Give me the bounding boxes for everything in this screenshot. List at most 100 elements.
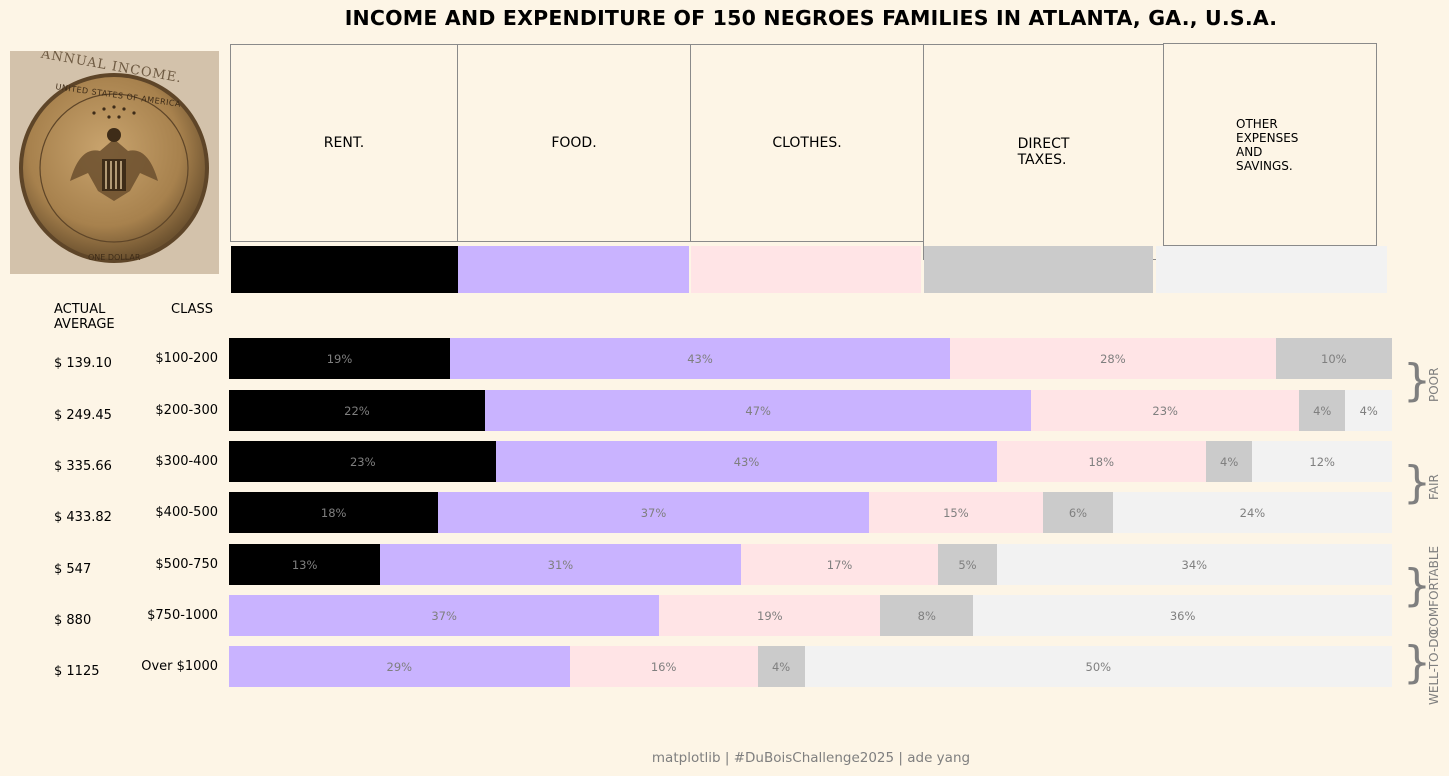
bar-segment-other: 50% xyxy=(804,646,1392,687)
bar-segment-clothes: 19% xyxy=(659,595,881,636)
bar-value-label: 47% xyxy=(745,403,771,418)
bar-segment-taxes: 5% xyxy=(938,544,997,585)
coin-bottom-text: ONE DOLLAR xyxy=(88,253,141,262)
group-brace: } xyxy=(1403,354,1431,406)
bar-value-label: 5% xyxy=(958,557,977,572)
average-income-label: $ 335.66 xyxy=(54,459,112,474)
bar-value-label: 22% xyxy=(344,403,370,418)
bar-segment-other: 4% xyxy=(1345,390,1392,431)
average-income-label: $ 1125 xyxy=(54,664,100,679)
average-income-label: $ 139.10 xyxy=(54,356,112,371)
bar-segment-other: 24% xyxy=(1112,492,1392,533)
bar-segment-food: 37% xyxy=(229,595,660,636)
legend-swatch-clothes xyxy=(691,246,921,293)
bar-value-label: 17% xyxy=(826,557,853,572)
class-label: $100-200 xyxy=(155,351,218,366)
bar-value-label: 23% xyxy=(349,454,376,469)
bar-value-label: 23% xyxy=(1152,403,1178,418)
bar-value-label: 6% xyxy=(1068,505,1088,520)
bar-value-label: 43% xyxy=(687,351,713,366)
bar-value-label: 28% xyxy=(1100,351,1126,366)
class-label: $200-300 xyxy=(155,403,218,418)
bar-value-label: 4% xyxy=(1313,403,1332,418)
class-label: $400-500 xyxy=(155,505,218,520)
bar-value-label: 4% xyxy=(1220,454,1239,469)
bar-segment-food: 47% xyxy=(484,390,1032,431)
average-income-label: $ 249.45 xyxy=(54,408,112,423)
legend-swatch-food xyxy=(458,246,689,293)
group-label: COMFORTABLE xyxy=(1427,545,1441,635)
bar-segment-rent: 13% xyxy=(229,544,381,585)
header-box-food: FOOD. xyxy=(457,44,691,242)
bar-segment-clothes: 16% xyxy=(569,646,758,687)
header-box-clothes: CLOTHES. xyxy=(690,44,924,242)
class-label: $750-1000 xyxy=(147,608,218,623)
bar-value-label: 50% xyxy=(1085,659,1112,674)
legend-swatch-other xyxy=(1156,246,1387,293)
bar-segment-rent: 22% xyxy=(229,390,485,431)
bar-segment-other: 34% xyxy=(996,544,1392,585)
bar-segment-food: 37% xyxy=(438,492,869,533)
bar-segment-rent: 23% xyxy=(229,441,497,482)
bar-segment-clothes: 15% xyxy=(868,492,1044,533)
bar-segment-clothes: 17% xyxy=(740,544,939,585)
bar-segment-taxes: 4% xyxy=(757,646,805,687)
bar-value-label: 16% xyxy=(650,659,677,674)
group-label: POOR xyxy=(1427,367,1441,402)
bar-segment-taxes: 4% xyxy=(1298,390,1346,431)
bar-segment-taxes: 10% xyxy=(1275,338,1392,379)
bar-value-label: 18% xyxy=(1088,454,1115,469)
average-income-label: $ 433.82 xyxy=(54,510,112,525)
bar-value-label: 29% xyxy=(386,659,413,674)
header-label-clothes: CLOTHES. xyxy=(772,135,842,151)
bar-segment-taxes: 4% xyxy=(1205,441,1253,482)
bar-segment-food: 31% xyxy=(380,544,741,585)
bar-segment-clothes: 18% xyxy=(996,441,1206,482)
bar-value-label: 15% xyxy=(943,505,969,520)
bar-segment-food: 43% xyxy=(496,441,997,482)
header-label-other: OTHER EXPENSES AND SAVINGS. xyxy=(1236,116,1299,173)
class-header: CLASS xyxy=(171,302,214,317)
bar-segment-clothes: 28% xyxy=(950,338,1276,379)
bar-value-label: 31% xyxy=(547,557,574,572)
average-income-label: $ 880 xyxy=(54,613,92,628)
bar-segment-taxes: 8% xyxy=(880,595,974,636)
header-label-food: FOOD. xyxy=(551,135,597,151)
dollar-coin-eagle-icon xyxy=(10,51,219,274)
dollar-coin-image: ANNUAL INCOME. UNITED STATES OF AMERICA … xyxy=(10,51,219,274)
legend-swatch-rent xyxy=(231,246,458,293)
bar-value-label: 4% xyxy=(771,659,791,674)
bar-segment-other: 36% xyxy=(973,595,1392,636)
header-box-other: OTHER EXPENSES AND SAVINGS. xyxy=(1163,43,1377,246)
chart-title: INCOME AND EXPENDITURE OF 150 NEGROES FA… xyxy=(344,6,1278,30)
bar-value-label: 43% xyxy=(733,454,760,469)
bar-value-label: 12% xyxy=(1309,454,1335,469)
header-box-rent: RENT. xyxy=(230,44,458,242)
bar-value-label: 37% xyxy=(431,608,457,623)
bar-segment-clothes: 23% xyxy=(1031,390,1299,431)
group-brace: } xyxy=(1403,560,1431,611)
bar-value-label: 4% xyxy=(1359,403,1378,418)
bar-value-label: 10% xyxy=(1321,351,1347,366)
bar-value-label: 37% xyxy=(640,505,667,520)
bar-segment-taxes: 6% xyxy=(1043,492,1113,533)
group-label: WELL-TO-DO xyxy=(1427,628,1441,705)
bar-segment-food: 43% xyxy=(449,338,951,379)
bar-segment-other: 12% xyxy=(1252,441,1392,482)
bar-value-label: 18% xyxy=(320,505,347,520)
bar-value-label: 19% xyxy=(326,351,353,366)
bar-value-label: 34% xyxy=(1181,557,1208,572)
class-label: Over $1000 xyxy=(141,659,218,674)
credit-footer: matplotlib | #DuBoisChallenge2025 | ade … xyxy=(651,750,971,766)
header-label-taxes: DIRECT TAXES. xyxy=(1017,136,1070,168)
group-brace: } xyxy=(1403,457,1431,508)
bar-segment-rent: 18% xyxy=(229,492,439,533)
legend-swatch-taxes xyxy=(924,246,1153,293)
header-label-rent: RENT. xyxy=(323,135,365,151)
bar-value-label: 19% xyxy=(757,608,783,623)
class-label: $300-400 xyxy=(155,454,218,469)
bar-value-label: 13% xyxy=(291,557,318,572)
class-label: $500-750 xyxy=(155,557,218,572)
average-income-label: $ 547 xyxy=(54,562,92,577)
bar-value-label: 24% xyxy=(1239,505,1266,520)
